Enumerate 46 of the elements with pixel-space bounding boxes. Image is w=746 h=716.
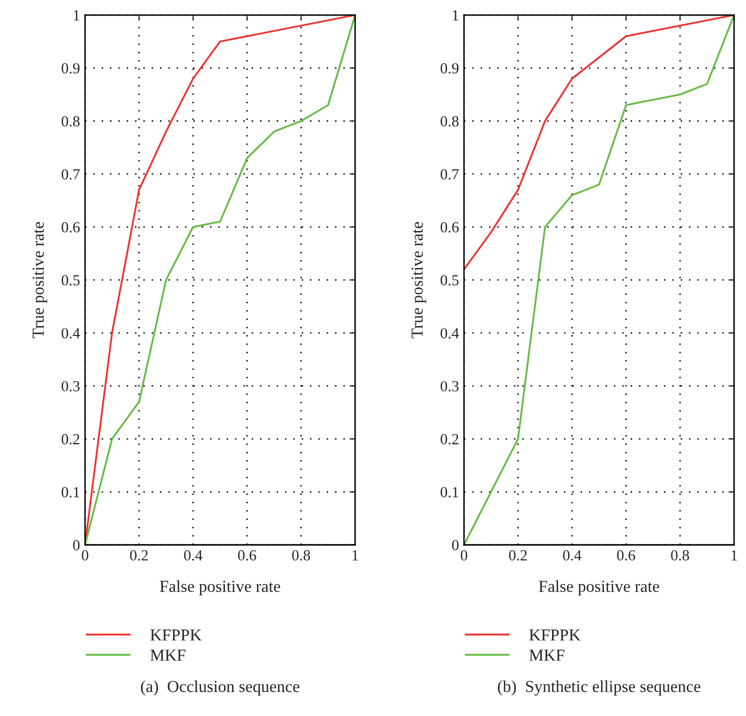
- line-series: [85, 15, 356, 545]
- y-axis-title: True positive rate: [412, 222, 426, 338]
- y-tick-label: 0.2: [62, 434, 80, 444]
- x-tick-label: 1: [732, 550, 737, 560]
- legend-label: MKF: [529, 650, 564, 661]
- legend-label: KFPPK: [529, 630, 581, 640]
- x-tick-label: 0.4: [563, 550, 582, 561]
- y-tick-label: 0.1: [62, 487, 80, 498]
- x-tick-label: 0.2: [509, 550, 527, 561]
- y-tick-label: 0: [73, 540, 80, 550]
- text: (a) Occlusion sequence: [140, 680, 300, 696]
- y-tick-label: 0.9: [440, 63, 459, 74]
- x-axis-title: False positive rate: [160, 580, 280, 596]
- x-axis-title: False positive rate: [538, 580, 660, 596]
- y-axis-title: True positive rate: [32, 222, 48, 338]
- y-tick-label: 0.6: [440, 222, 459, 232]
- y-tick-label: 0.5: [62, 275, 80, 286]
- y-tick-label: 1: [74, 10, 80, 20]
- y-tick-label: 0.6: [62, 222, 80, 232]
- y-tick-label: 0.2: [440, 434, 458, 444]
- x-tick-label: 0.6: [238, 550, 256, 561]
- y-tick-label: 0.3: [440, 381, 459, 392]
- legend-label: MKF: [150, 650, 186, 661]
- x-tick-label: 1: [352, 550, 358, 560]
- x-tick-label: 0: [82, 550, 88, 560]
- x-tick-label: 0.8: [292, 550, 310, 561]
- y-tick-label: 0.8: [62, 116, 80, 127]
- y-tick-label: 0.4: [62, 328, 80, 338]
- line-series: [464, 15, 734, 545]
- y-tick-label: 0: [452, 540, 459, 550]
- x-tick-label: 0: [460, 550, 468, 560]
- x-tick-label: 0.2: [130, 550, 148, 561]
- x-tick-label: 0.6: [617, 550, 636, 561]
- y-tick-label: 0.9: [62, 63, 80, 74]
- y-tick-label: 0.7: [440, 169, 459, 180]
- x-tick-label: 0.4: [184, 550, 202, 561]
- text: (b) Synthetic ellipse sequence: [498, 680, 700, 696]
- y-tick-label: 0.5: [440, 275, 459, 286]
- y-tick-label: 0.4: [440, 328, 459, 338]
- y-tick-label: 0.7: [62, 169, 80, 180]
- y-tick-label: 0.1: [440, 487, 458, 498]
- legend-label: KFPPK: [150, 630, 202, 640]
- y-tick-label: 0.3: [62, 381, 80, 392]
- y-tick-label: 1: [452, 10, 458, 20]
- x-tick-label: 0.8: [671, 550, 690, 561]
- y-tick-label: 0.8: [440, 116, 459, 127]
